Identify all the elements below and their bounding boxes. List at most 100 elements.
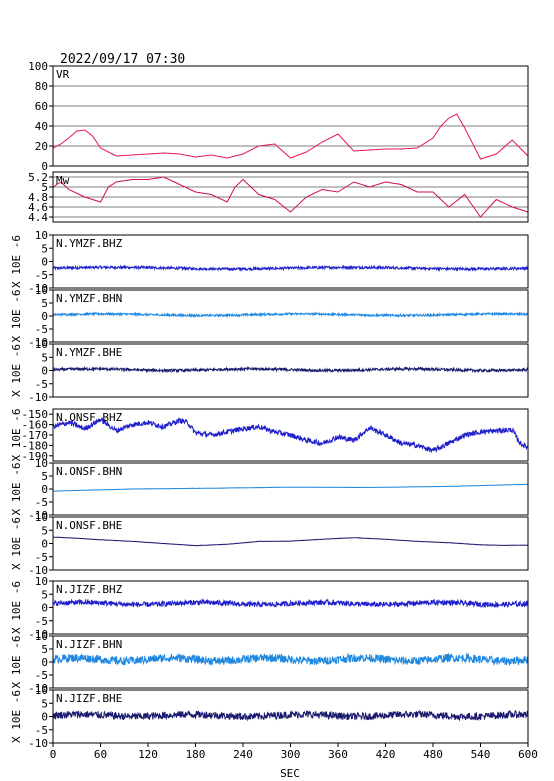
ytick-label-ymzf-bhz-3: 5 (41, 242, 48, 255)
unit-label-ymzf-bhz: X 10E -6 (10, 235, 23, 288)
xtick-label-7: 420 (376, 748, 396, 761)
chart-timestamp: 2022/09/17 07:30 (60, 52, 185, 67)
panel-onsf-bhz: -190-180-170-160-150 N.ONSF.BHZ X 10E -6 (10, 408, 529, 463)
ytick-label-mw-4: 5.2 (28, 171, 48, 184)
x-axis-label: SEC (280, 767, 300, 780)
ytick-label-jizf-bhz-1: -5 (35, 615, 48, 628)
ytick-label-onsf-bhn-0: -10 (28, 509, 48, 522)
xtick-label-3: 180 (186, 748, 206, 761)
ytick-label-jizf-bhn-3: 5 (41, 643, 48, 656)
ytick-label-onsf-bhe-0: -10 (28, 564, 48, 577)
ytick-label-ymzf-bhn-3: 5 (41, 297, 48, 310)
series-line-jizf-bhn (52, 652, 529, 667)
frame-onsf-bhe (52, 516, 529, 571)
ytick-label-jizf-bhn-2: 0 (41, 656, 48, 669)
ytick-label-jizf-bhn-1: -5 (35, 669, 48, 682)
ytick-label-jizf-bhn-4: 10 (35, 630, 48, 643)
ytick-label-vr-3: 60 (35, 100, 48, 113)
ytick-label-onsf-bhz-0: -190 (22, 450, 49, 463)
frame-ymzf-bhe (52, 343, 529, 398)
series-line-jizf-bhe (52, 709, 529, 722)
panel-label-ymzf-bhe: N.YMZF.BHE (56, 346, 122, 359)
ytick-label-onsf-bhn-3: 5 (41, 470, 48, 483)
panel-label-vr: VR (56, 68, 70, 81)
xtick-label-2: 120 (138, 748, 158, 761)
ytick-label-ymzf-bhn-1: -5 (35, 323, 48, 336)
ytick-label-mw-0: 4.4 (28, 211, 48, 224)
series-line-onsf-bhe (53, 536, 528, 547)
unit-label-ymzf-bhn: X 10E -6 (10, 290, 23, 343)
xtick-label-0: 0 (50, 748, 57, 761)
ytick-label-jizf-bhz-3: 5 (41, 588, 48, 601)
ytick-label-onsf-bhn-1: -5 (35, 496, 48, 509)
xtick-label-5: 300 (281, 748, 301, 761)
ytick-label-ymzf-bhe-3: 5 (41, 351, 48, 364)
xtick-label-9: 540 (471, 748, 491, 761)
frame-mw (52, 171, 529, 223)
series-line-mw (52, 176, 529, 218)
ytick-label-jizf-bhe-1: -5 (35, 724, 48, 737)
ytick-label-vr-5: 100 (28, 60, 48, 73)
series-line-ymzf-bhe (52, 365, 529, 374)
ytick-label-mw-1: 4.6 (28, 201, 48, 214)
xtick-label-6: 360 (328, 748, 348, 761)
panel-vr: 0 20 40 60 80 100 VR (28, 60, 529, 173)
ytick-label-jizf-bhe-2: 0 (41, 711, 48, 724)
ytick-label-onsf-bhn-2: 0 (41, 483, 48, 496)
ytick-label-ymzf-bhz-4: 10 (35, 229, 48, 242)
ytick-label-onsf-bhz-1: -180 (22, 439, 49, 452)
xtick-label-10: 600 (518, 748, 538, 761)
unit-label-ymzf-bhe: X 10E -6 (10, 344, 23, 397)
series-line-vr (52, 113, 529, 160)
panel-mw: 4.44.64.855.2 Mw (28, 171, 529, 224)
ytick-label-onsf-bhn-4: 10 (35, 457, 48, 470)
ytick-label-jizf-bhe-3: 5 (41, 697, 48, 710)
ytick-label-jizf-bhz-0: -10 (28, 628, 48, 641)
panel-label-jizf-bhn: N.JIZF.BHN (56, 638, 122, 651)
frame-onsf-bhz (52, 408, 529, 462)
frame-ymzf-bhz (52, 234, 529, 289)
unit-label-onsf-bhn: X 10E -6 (10, 463, 23, 516)
panel-label-onsf-bhe: N.ONSF.BHE (56, 519, 122, 532)
x-axis: 0 60 120 180 240 300 360 420 480 540 600 (50, 743, 538, 761)
ytick-label-ymzf-bhz-1: -5 (35, 269, 48, 282)
ytick-label-jizf-bhn-0: -10 (28, 682, 48, 695)
ytick-label-onsf-bhe-2: 0 (41, 538, 48, 551)
panel-label-ymzf-bhz: N.YMZF.BHZ (56, 237, 123, 250)
panel-label-onsf-bhz: N.ONSF.BHZ (56, 411, 123, 424)
ytick-label-mw-2: 4.8 (28, 191, 48, 204)
unit-label-jizf-bhn: X 10E -6 (10, 636, 23, 689)
panel-label-onsf-bhn: N.ONSF.BHN (56, 465, 122, 478)
series-line-ymzf-bhn (52, 310, 529, 319)
ytick-label-vr-1: 20 (35, 140, 48, 153)
ytick-label-ymzf-bhe-0: -10 (28, 391, 48, 404)
ytick-label-vr-0: 0 (41, 160, 48, 173)
ytick-label-vr-2: 40 (35, 120, 48, 133)
xtick-label-8: 480 (423, 748, 443, 761)
unit-label-jizf-bhz: X 10E -6 (10, 581, 23, 634)
ytick-label-onsf-bhe-4: 10 (35, 511, 48, 524)
unit-label-jizf-bhe: X 10E -6 (10, 690, 23, 743)
ytick-label-ymzf-bhn-0: -10 (28, 336, 48, 349)
ytick-label-ymzf-bhz-2: 0 (41, 256, 48, 269)
ytick-label-jizf-bhe-4: 10 (35, 684, 48, 697)
series-line-onsf-bhn (53, 483, 529, 492)
ytick-label-ymzf-bhn-2: 0 (41, 310, 48, 323)
xtick-label-1: 60 (94, 748, 107, 761)
frame-jizf-bhn (52, 635, 529, 689)
frame-vr (52, 65, 529, 167)
xtick-label-4: 240 (233, 748, 253, 761)
ytick-label-onsf-bhz-2: -170 (22, 429, 49, 442)
ytick-label-vr-4: 80 (35, 80, 48, 93)
panel-label-ymzf-bhn: N.YMZF.BHN (56, 292, 122, 305)
ytick-label-onsf-bhe-1: -5 (35, 551, 48, 564)
